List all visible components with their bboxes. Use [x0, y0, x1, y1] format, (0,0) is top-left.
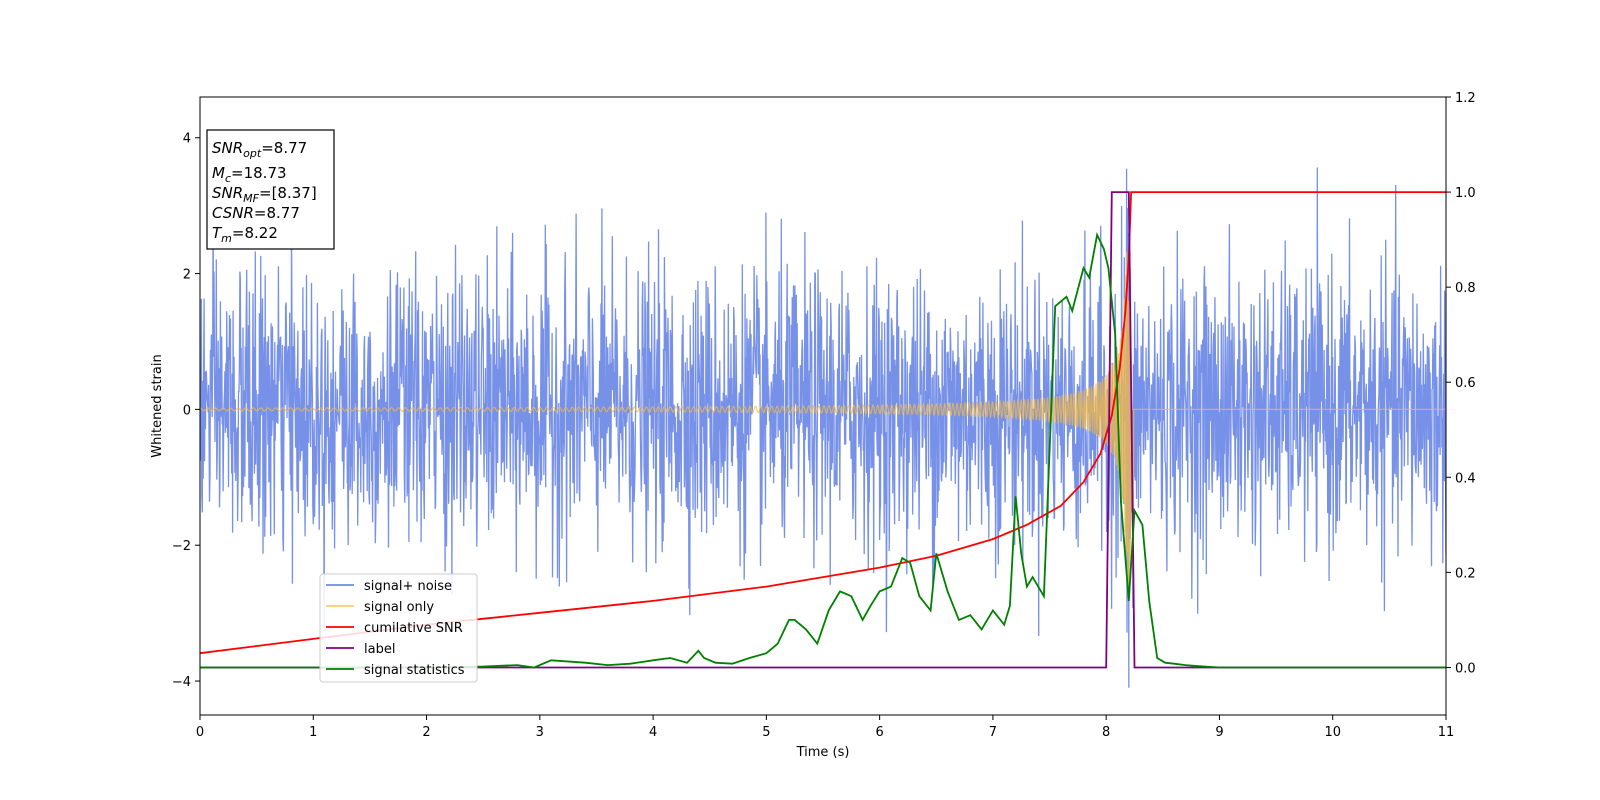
x-tick-label: 9 — [1215, 725, 1223, 740]
info-annotation-box: SNRopt=8.77 Mc=18.73 SNRMF=[8.37] CSNR=8… — [206, 129, 335, 250]
series-label-line — [200, 191, 1446, 669]
legend-label-signal-only: signal only — [364, 600, 434, 615]
y-tick-label: −2 — [172, 539, 191, 554]
info-box-frame — [206, 129, 335, 250]
x-tick-label: 8 — [1102, 725, 1110, 740]
y2-tick-label: 0.2 — [1455, 566, 1476, 581]
info-mc: Mc=18.73 — [212, 164, 287, 185]
x-tick-label: 5 — [762, 725, 770, 740]
legend: signal+ noise signal only cumilative SNR… — [319, 573, 478, 683]
x-axis-label: Time (s) — [796, 745, 850, 760]
legend-label-label: label — [364, 642, 395, 657]
y-axis-right: 0.0 0.2 0.4 0.6 0.8 1.0 1.2 — [1446, 91, 1476, 676]
series-signal-noise-line — [200, 167, 1446, 688]
x-tick-label: 10 — [1324, 725, 1341, 740]
x-tick-label: 2 — [422, 725, 430, 740]
y-axis-left: −4 −2 0 2 4 — [172, 132, 200, 690]
y-tick-label: 0 — [183, 403, 191, 418]
y-tick-label: −4 — [172, 675, 191, 690]
info-csnr: CSNR=8.77 — [212, 204, 300, 222]
x-tick-label: 3 — [536, 725, 544, 740]
info-snr-opt: SNRopt=8.77 — [212, 139, 307, 160]
legend-label-cumulative-snr: cumilative SNR — [364, 621, 463, 636]
plot-frame — [199, 96, 1447, 716]
x-tick-label: 0 — [196, 725, 204, 740]
y2-tick-label: 1.2 — [1455, 91, 1476, 106]
y-axis-label: Whitened strain — [150, 354, 165, 457]
x-tick-label: 6 — [875, 725, 883, 740]
y2-tick-label: 0.6 — [1455, 376, 1476, 391]
y2-tick-label: 0.0 — [1455, 661, 1476, 676]
x-tick-label: 11 — [1438, 725, 1455, 740]
y-tick-label: 2 — [183, 268, 191, 283]
plot-area — [200, 167, 1446, 688]
y2-tick-label: 1.0 — [1455, 186, 1476, 201]
series-signal-statistics-line — [200, 232, 1446, 669]
x-tick-label: 1 — [309, 725, 317, 740]
y2-tick-label: 0.4 — [1455, 471, 1476, 486]
x-tick-label: 7 — [989, 725, 997, 740]
legend-label-signal-statistics: signal statistics — [364, 663, 465, 678]
info-tm: Tm=8.22 — [212, 224, 278, 245]
x-axis: 0 1 2 3 4 5 6 7 8 9 10 11 — [196, 715, 1454, 740]
legend-label-signal-noise: signal+ noise — [364, 579, 452, 594]
info-snr-mf: SNRMF=[8.37] — [212, 184, 317, 205]
legend-frame — [319, 573, 478, 683]
y-tick-label: 4 — [183, 132, 191, 147]
x-tick-label: 4 — [649, 725, 657, 740]
y2-tick-label: 0.8 — [1455, 281, 1476, 296]
series-cumulative-snr-line — [200, 191, 1446, 655]
series-signal-only-line — [200, 251, 1446, 586]
